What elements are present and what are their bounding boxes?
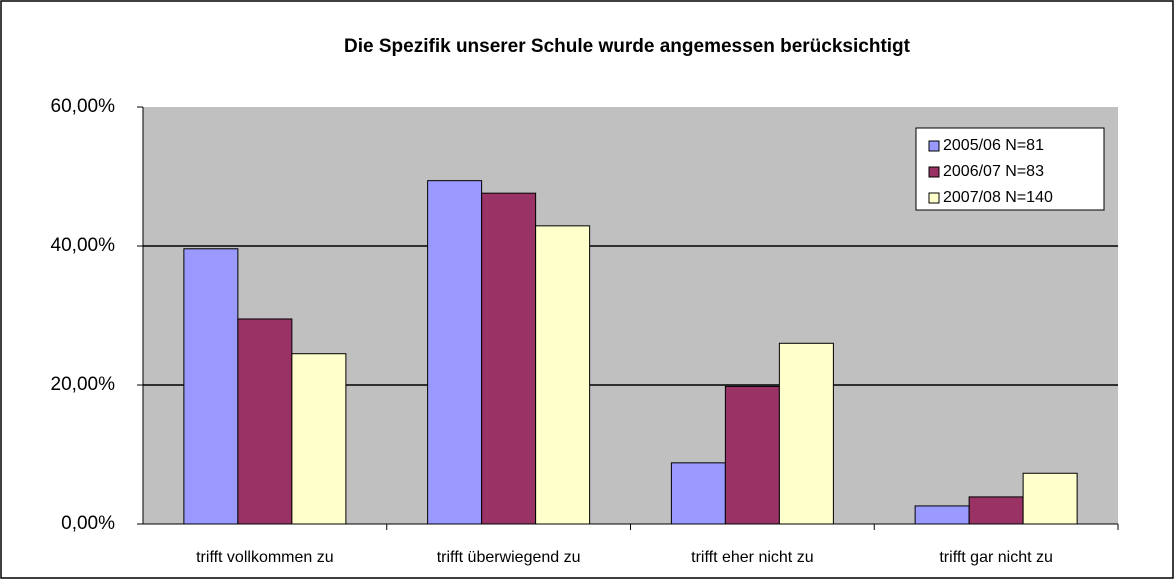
x-tick-label: trifft eher nicht zu bbox=[691, 549, 813, 566]
legend-swatch bbox=[928, 166, 940, 178]
y-tick-label: 0,00% bbox=[61, 513, 115, 534]
legend-label: 2005/06 N=81 bbox=[943, 137, 1044, 154]
bar bbox=[481, 192, 537, 525]
legend-box bbox=[915, 127, 1105, 211]
y-tick-label: 40,00% bbox=[51, 235, 116, 256]
bar bbox=[670, 462, 726, 525]
bar bbox=[535, 225, 591, 525]
y-tick-label: 20,00% bbox=[51, 374, 116, 395]
legend-label: 2006/07 N=83 bbox=[943, 163, 1044, 180]
x-tick-label: trifft überwiegend zu bbox=[437, 549, 581, 566]
legend-swatch bbox=[928, 192, 940, 204]
bar bbox=[291, 353, 347, 525]
chart-title: Die Spezifik unserer Schule wurde angeme… bbox=[344, 36, 911, 57]
x-tick-label: trifft gar nicht zu bbox=[939, 549, 1053, 566]
y-tick-label: 60,00% bbox=[51, 96, 116, 117]
bar bbox=[237, 318, 293, 525]
bar bbox=[1022, 472, 1078, 525]
x-tick-label: trifft vollkommen zu bbox=[196, 549, 334, 566]
bar bbox=[427, 180, 483, 525]
bar bbox=[968, 496, 1024, 525]
bar bbox=[724, 385, 780, 525]
bar bbox=[914, 505, 970, 525]
legend-swatch bbox=[928, 140, 940, 152]
bar bbox=[778, 342, 834, 525]
legend-label: 2007/08 N=140 bbox=[943, 189, 1053, 206]
bar bbox=[183, 248, 239, 525]
